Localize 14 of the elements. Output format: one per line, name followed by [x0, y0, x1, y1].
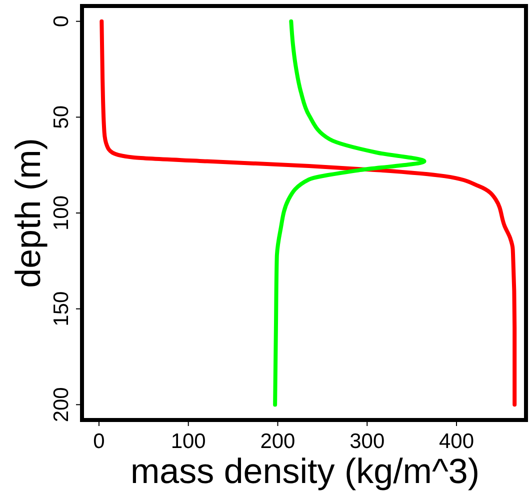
x-tick-label: 0	[93, 430, 105, 453]
line-series	[100, 19, 517, 407]
x-tick-label: 200	[260, 430, 296, 453]
y-tick-label: 150	[50, 291, 73, 326]
y-tick-label: 100	[50, 195, 73, 231]
x-tick-label: 300	[350, 430, 385, 453]
y-axis-title: depth (m)	[9, 138, 48, 288]
line-series	[273, 19, 426, 407]
y-tick-label: 0	[50, 15, 73, 28]
x-tick-label: 400	[438, 430, 474, 453]
y-tick-label: 50	[50, 105, 73, 129]
x-axis-title: mass density (kg/m^3)	[130, 452, 480, 491]
y-tick-label: 200	[50, 387, 73, 422]
x-tick-label: 100	[170, 430, 206, 453]
